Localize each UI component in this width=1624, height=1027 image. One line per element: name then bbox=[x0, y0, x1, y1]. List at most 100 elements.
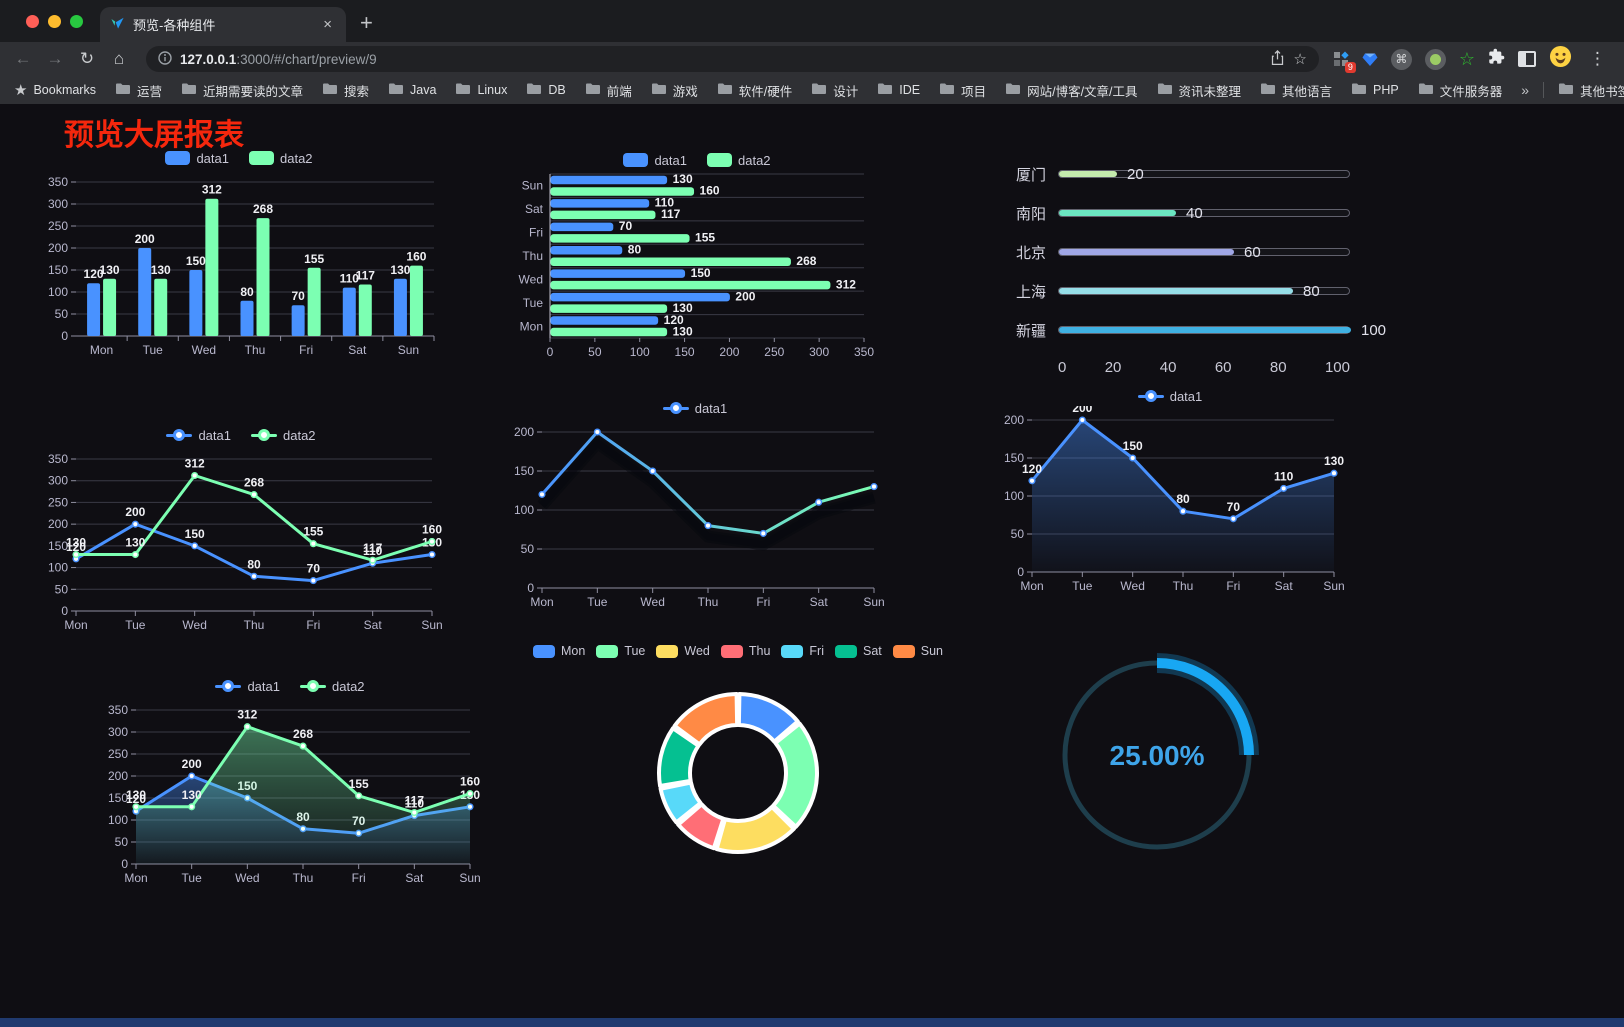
bookmarks-separator bbox=[1543, 82, 1545, 98]
svg-text:200: 200 bbox=[48, 517, 68, 531]
bookmark-star-icon[interactable]: ☆ bbox=[1293, 51, 1307, 68]
bookmark-folder[interactable]: Linux bbox=[455, 81, 507, 100]
star-extension-icon[interactable]: ☆ bbox=[1458, 48, 1475, 69]
progress-value: 40 bbox=[1186, 205, 1203, 222]
folder-icon bbox=[1351, 82, 1367, 98]
legend-item-data2[interactable]: data2 bbox=[707, 153, 771, 168]
forward-button[interactable]: → bbox=[46, 49, 64, 68]
bookmarks-root[interactable]: ★ Bookmarks bbox=[14, 81, 96, 99]
legend-item-data2[interactable]: data2 bbox=[251, 428, 316, 443]
legend-marker bbox=[835, 644, 857, 658]
legend-marker bbox=[249, 151, 274, 165]
bookmark-folder[interactable]: 前端 bbox=[585, 81, 632, 100]
browser-tab[interactable]: 预览-各种组件 × bbox=[100, 7, 346, 42]
legend-item-data1[interactable]: data1 bbox=[623, 153, 687, 168]
other-bookmarks-folder[interactable]: 其他书签 bbox=[1558, 81, 1624, 100]
legend-item-data1[interactable]: data1 bbox=[662, 401, 727, 416]
dot-extension-icon[interactable] bbox=[1424, 48, 1446, 70]
svg-text:130: 130 bbox=[125, 536, 145, 550]
folder-icon bbox=[526, 82, 542, 98]
svg-text:130: 130 bbox=[390, 263, 410, 277]
share-icon[interactable] bbox=[1270, 49, 1285, 69]
svg-text:100: 100 bbox=[514, 503, 534, 517]
legend-item-data2[interactable]: data2 bbox=[300, 679, 365, 694]
legend-item-sat[interactable]: Sat bbox=[835, 644, 882, 658]
tab-close-icon[interactable]: × bbox=[323, 16, 332, 33]
svg-text:Fri: Fri bbox=[529, 226, 543, 240]
grid-extension-icon[interactable]: 9 bbox=[1333, 51, 1356, 73]
svg-text:130: 130 bbox=[673, 172, 693, 186]
legend-label: data2 bbox=[738, 152, 771, 168]
browser-menu-icon[interactable]: ⋮ bbox=[1589, 49, 1606, 68]
legend-marker bbox=[300, 679, 326, 693]
bookmarks-bar: ★ Bookmarks 运营 近期需要读的文章 搜索 Java Linux DB 前端 游戏 软… bbox=[0, 76, 1624, 104]
progress-row-南阳: 南阳 40 bbox=[998, 201, 1388, 225]
bookmark-folder[interactable]: 设计 bbox=[811, 81, 858, 100]
legend-item-data1[interactable]: data1 bbox=[165, 151, 229, 166]
bookmark-folder[interactable]: Java bbox=[388, 81, 436, 100]
legend-item-tue[interactable]: Tue bbox=[596, 644, 645, 658]
bookmark-folder[interactable]: 其他语言 bbox=[1260, 81, 1332, 100]
svg-text:200: 200 bbox=[108, 769, 128, 783]
two-line-plot: 0 50 100 150 200 250 300 350 Mon Tue Wed Thu Fri Sat S… bbox=[48, 452, 443, 632]
sidebar-toggle-icon[interactable] bbox=[1518, 51, 1536, 67]
chart-grouped-bar-horizontal: data1 data2 0 50 100 150 200 250 300 350 Mon 120 130… bbox=[504, 150, 890, 364]
svg-text:312: 312 bbox=[237, 708, 257, 722]
svg-text:Sat: Sat bbox=[348, 343, 367, 357]
svg-text:Mon: Mon bbox=[520, 319, 543, 333]
svg-text:80: 80 bbox=[247, 557, 261, 571]
bookmark-folder[interactable]: 近期需要读的文章 bbox=[181, 81, 303, 100]
zoom-window-button[interactable] bbox=[70, 15, 83, 28]
bookmark-folder[interactable]: 项目 bbox=[939, 81, 986, 100]
grouped-bar-plot: 0 50 100 150 200 250 300 350 Mon Tue Wed Thu Fri Sat S… bbox=[48, 175, 435, 357]
bookmark-folder[interactable]: 游戏 bbox=[651, 81, 698, 100]
site-info-icon[interactable] bbox=[158, 50, 172, 68]
back-button[interactable]: ← bbox=[14, 49, 32, 68]
svg-text:70: 70 bbox=[1227, 500, 1241, 514]
close-window-button[interactable] bbox=[26, 15, 39, 28]
svg-text:Sun: Sun bbox=[459, 871, 480, 885]
bookmark-folder[interactable]: 软件/硬件 bbox=[717, 81, 792, 100]
bookmark-folder[interactable]: 资讯未整理 bbox=[1157, 81, 1241, 100]
bookmark-label: 前端 bbox=[606, 84, 632, 99]
legend-item-sun[interactable]: Sun bbox=[892, 644, 943, 658]
bookmark-folder[interactable]: PHP bbox=[1351, 81, 1399, 100]
minimize-window-button[interactable] bbox=[48, 15, 61, 28]
gem-extension-icon[interactable] bbox=[1362, 52, 1378, 67]
legend-item-data1[interactable]: data1 bbox=[166, 428, 231, 443]
profile-avatar[interactable] bbox=[1549, 45, 1572, 73]
legend-marker bbox=[251, 428, 277, 442]
legend-item-data2[interactable]: data2 bbox=[249, 151, 313, 166]
svg-text:Sun: Sun bbox=[421, 618, 442, 632]
legend-item-fri[interactable]: Fri bbox=[781, 644, 824, 658]
bookmarks-overflow-chevron[interactable]: » bbox=[1521, 82, 1530, 98]
bookmarks-right: » 其他书签 bbox=[1521, 81, 1624, 100]
bookmark-folder[interactable]: 运营 bbox=[115, 81, 162, 100]
bookmark-folder[interactable]: 搜索 bbox=[322, 81, 369, 100]
green-dot bbox=[1429, 53, 1441, 65]
folder-icon bbox=[1005, 82, 1021, 98]
reload-button[interactable]: ↻ bbox=[79, 49, 95, 68]
svg-text:200: 200 bbox=[182, 757, 202, 771]
svg-text:0: 0 bbox=[547, 345, 554, 359]
svg-text:117: 117 bbox=[363, 541, 383, 555]
url-bar[interactable]: 127.0.0.1:3000/#/chart/preview/9 ☆ bbox=[146, 46, 1319, 72]
extensions-puzzle-icon[interactable] bbox=[1488, 48, 1505, 70]
bookmark-folder[interactable]: 网站/博客/文章/工具 bbox=[1005, 81, 1138, 100]
legend-item-wed[interactable]: Wed bbox=[656, 644, 710, 658]
bookmark-folder[interactable]: 文件服务器 bbox=[1418, 81, 1502, 100]
bookmark-folder[interactable]: IDE bbox=[877, 81, 920, 100]
legend-item-data1[interactable]: data1 bbox=[1137, 389, 1202, 404]
home-button[interactable]: ⌂ bbox=[113, 49, 125, 68]
legend-item-mon[interactable]: Mon bbox=[532, 644, 585, 658]
progress-label: 南阳 bbox=[1015, 205, 1046, 223]
bookmark-folder[interactable]: DB bbox=[526, 81, 566, 100]
legend-item-data1[interactable]: data1 bbox=[215, 679, 280, 694]
svg-text:50: 50 bbox=[588, 345, 602, 359]
legend-marker bbox=[596, 644, 619, 658]
legend-label: Tue bbox=[624, 644, 646, 658]
legend-item-thu[interactable]: Thu bbox=[720, 644, 770, 658]
command-extension-icon[interactable]: ⌘ bbox=[1390, 48, 1412, 70]
new-tab-button[interactable]: + bbox=[360, 10, 373, 35]
legend-marker bbox=[166, 428, 193, 442]
